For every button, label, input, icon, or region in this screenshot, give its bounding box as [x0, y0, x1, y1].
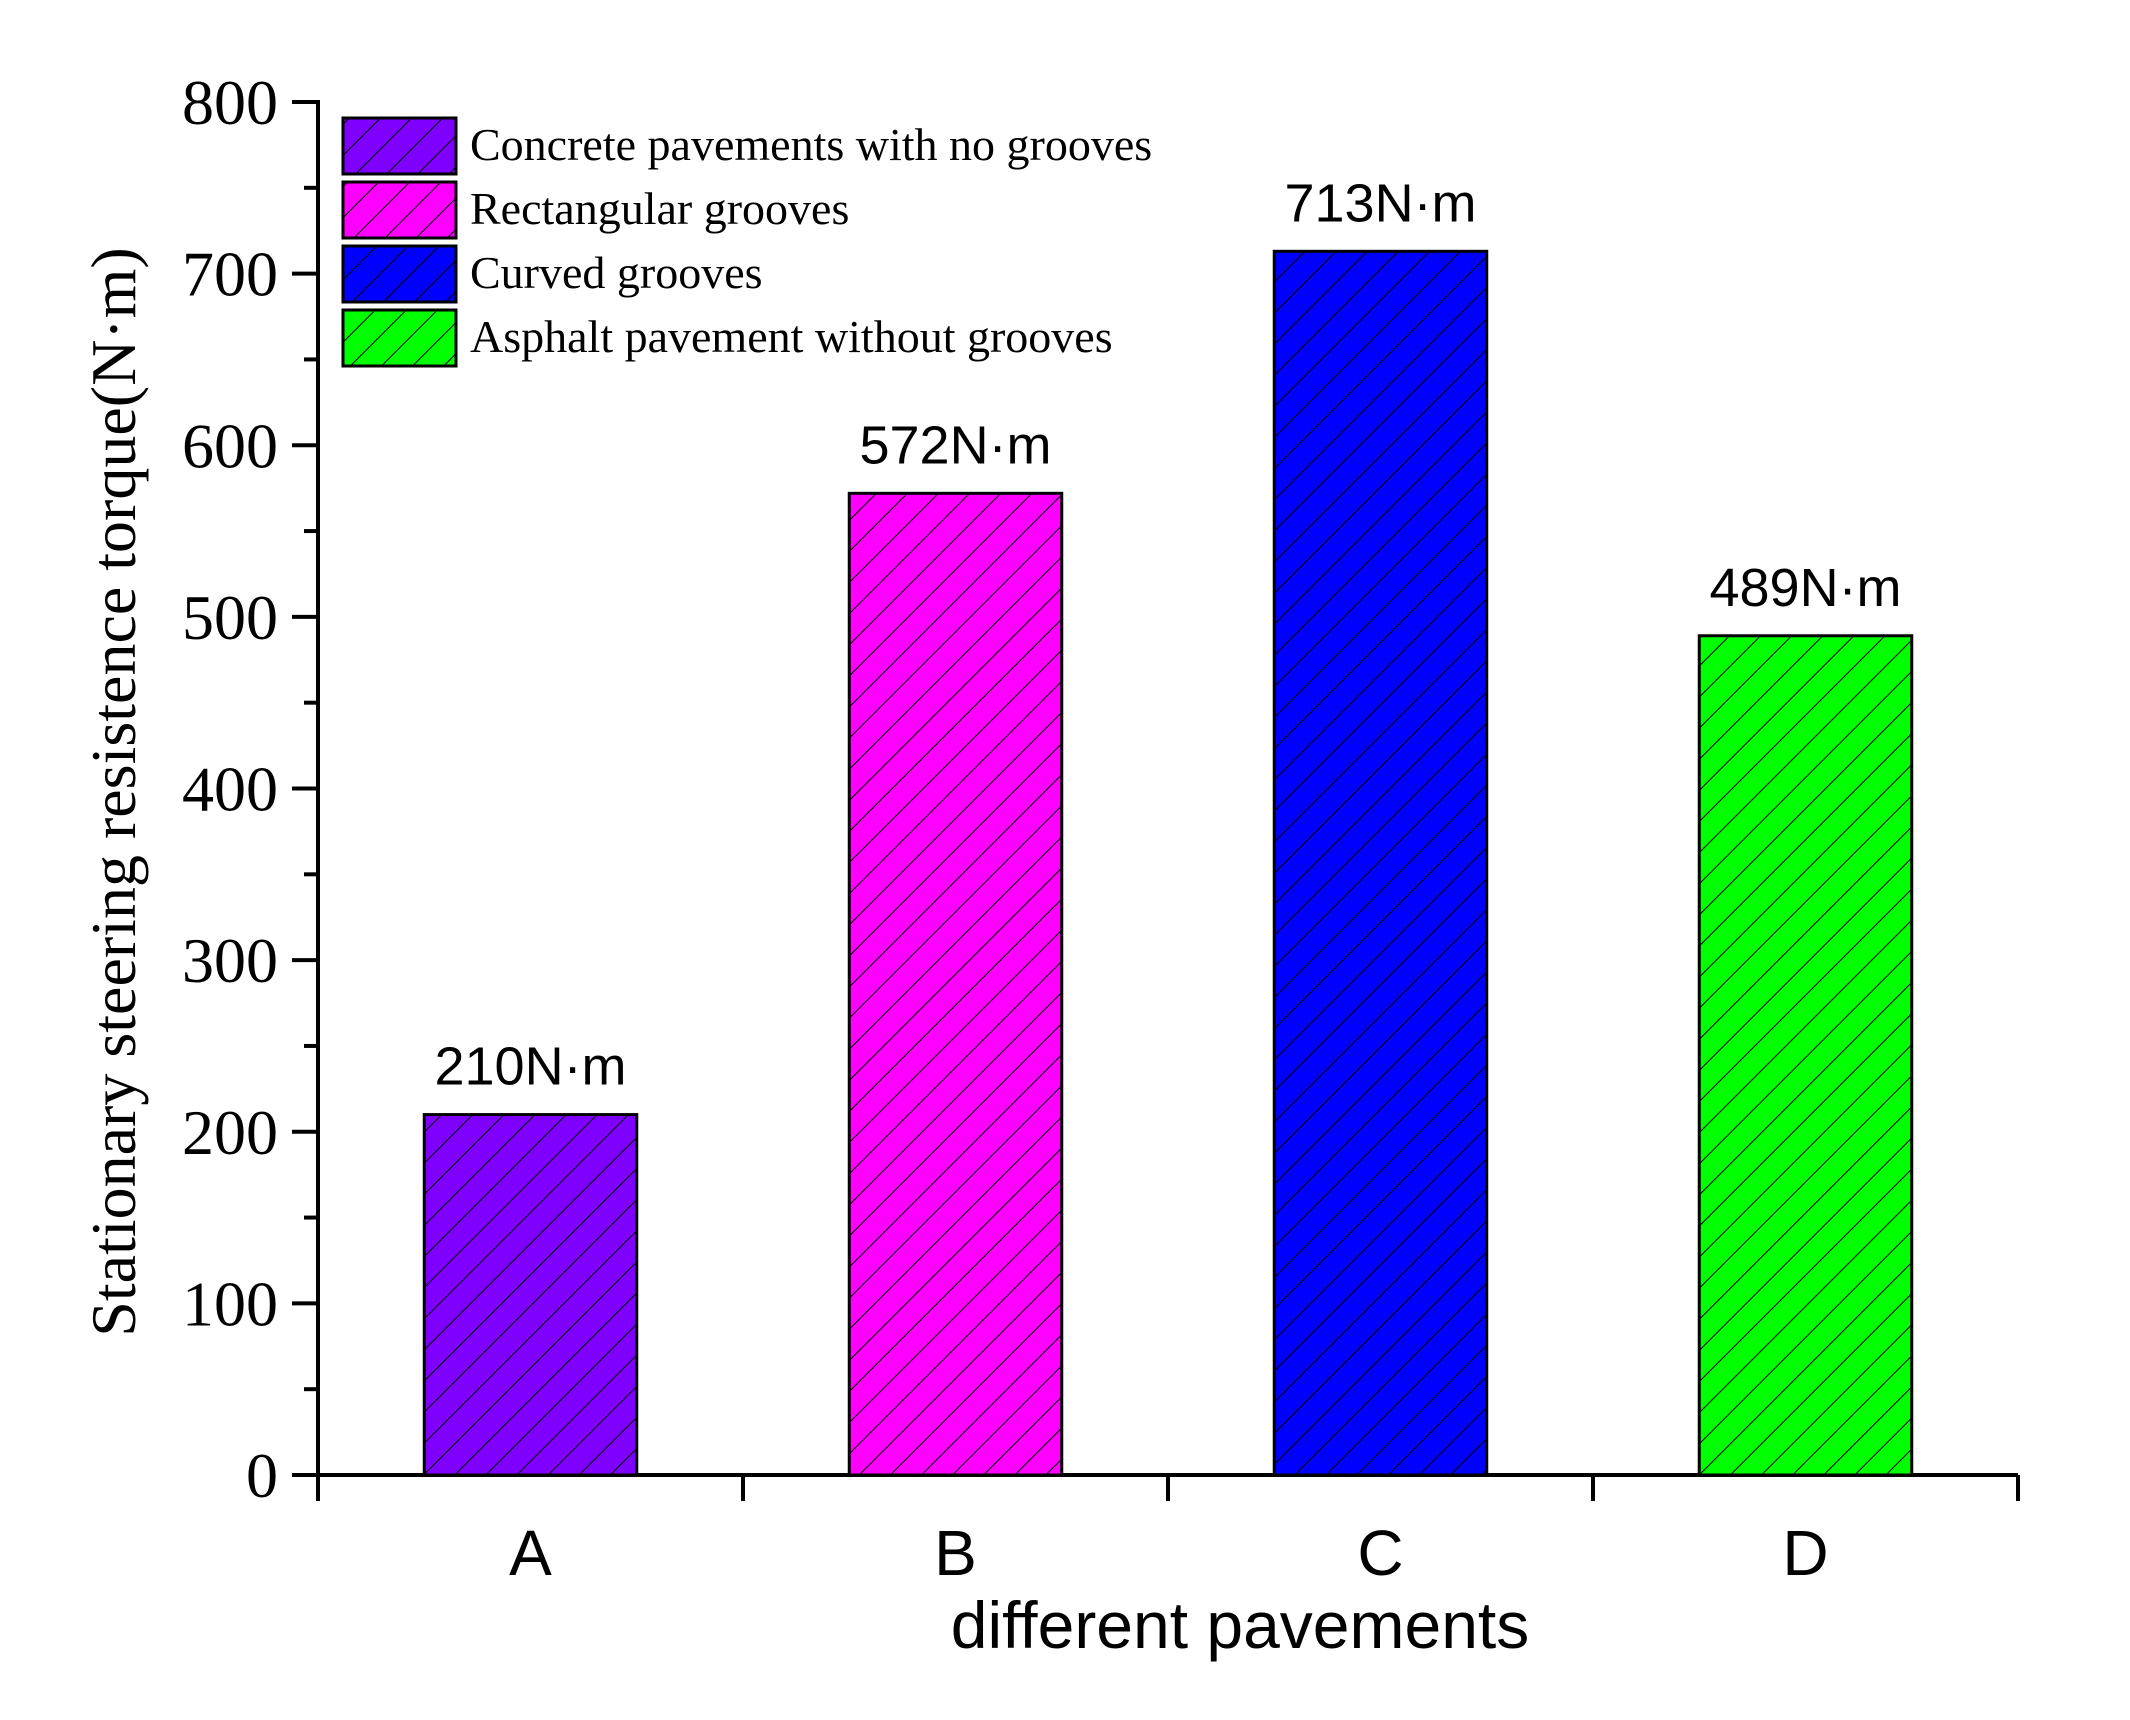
y-tick-label: 200 — [182, 1097, 278, 1168]
legend-hatch-rectangular — [343, 182, 456, 238]
bar-hatch-b — [849, 493, 1062, 1475]
y-tick-label: 600 — [182, 410, 278, 481]
legend-hatch-concrete — [343, 118, 456, 174]
x-axis-label: different pavements — [951, 1588, 1529, 1662]
y-tick-label: 0 — [246, 1440, 278, 1511]
y-tick-label: 500 — [182, 582, 278, 653]
bar-hatch-c — [1274, 251, 1487, 1476]
x-tick-label: D — [1782, 1517, 1828, 1589]
y-tick-label: 300 — [182, 925, 278, 996]
legend-label-curved: Curved grooves — [470, 247, 763, 298]
y-tick-label: 800 — [182, 67, 278, 138]
bar-value-label: 713N·m — [1284, 173, 1476, 233]
y-tick-label: 400 — [182, 754, 278, 825]
bar-hatch-d — [1699, 635, 1912, 1475]
y-tick-label: 100 — [182, 1268, 278, 1339]
x-tick-label: B — [934, 1517, 977, 1589]
x-tick-label: C — [1357, 1517, 1403, 1589]
bar-hatch-a — [424, 1114, 637, 1475]
legend-label-rectangular: Rectangular grooves — [470, 183, 849, 234]
y-tick-label: 700 — [182, 239, 278, 310]
legend-hatch-asphalt — [343, 310, 456, 366]
bar-value-label: 210N·m — [434, 1037, 626, 1097]
bar-value-label: 489N·m — [1709, 558, 1901, 618]
x-tick-label: A — [509, 1517, 552, 1589]
bar-value-label: 572N·m — [859, 415, 1051, 475]
legend-label-concrete: Concrete pavements with no grooves — [470, 119, 1152, 170]
legend-hatch-curved — [343, 246, 456, 302]
y-axis-label: Stationary steering resistence torque(N·… — [78, 247, 149, 1336]
legend-label-asphalt: Asphalt pavement without grooves — [470, 311, 1113, 362]
